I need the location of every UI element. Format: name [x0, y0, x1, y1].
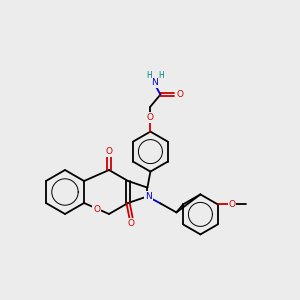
Text: O: O	[147, 113, 154, 122]
Text: H: H	[146, 71, 152, 80]
Text: O: O	[93, 205, 100, 214]
Text: O: O	[228, 200, 235, 209]
Text: O: O	[106, 148, 112, 157]
Text: O: O	[177, 90, 184, 99]
Text: N: N	[151, 78, 158, 87]
Text: O: O	[128, 218, 135, 227]
Text: H: H	[158, 71, 164, 80]
Text: N: N	[145, 192, 152, 201]
